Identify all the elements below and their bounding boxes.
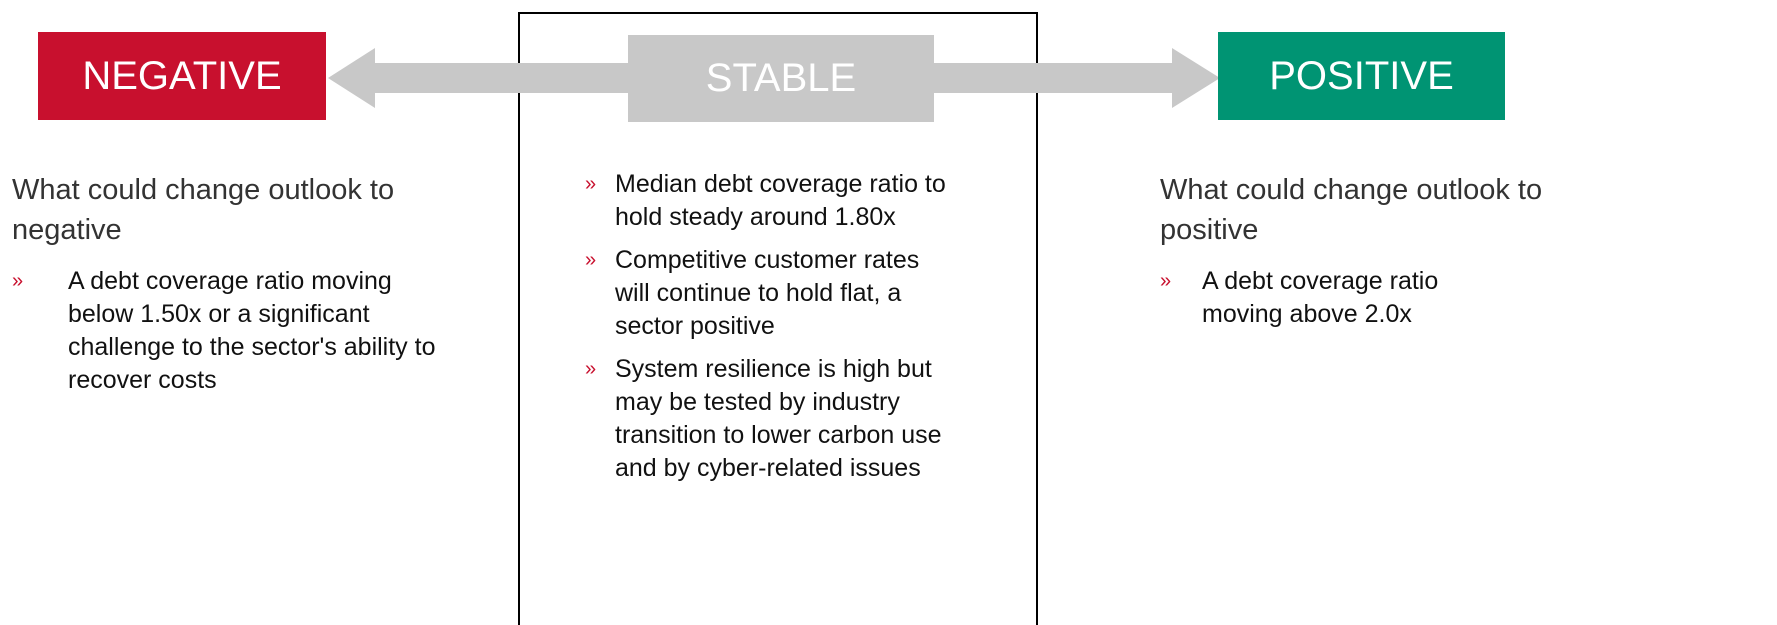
bullet-text: Competitive customer rates will continue… [615,246,920,340]
left-arrow [328,48,632,108]
bullet-text: Median debt coverage ratio to hold stead… [615,170,946,231]
bullet: » Median debt coverage ratio to hold ste… [585,168,985,234]
bullet-marker: » [12,270,24,292]
stable-label: STABLE [628,35,934,122]
bullet: » Competitive customer rates will contin… [585,244,960,343]
bullet: » A debt coverage ratio moving above 2.0… [1160,265,1502,331]
bullet-marker: » [585,249,597,271]
negative-heading: What could change outlook to negative [12,174,395,246]
bullet-text: System resilience is high but may be tes… [615,355,942,482]
positive-bullets: » A debt coverage ratio moving above 2.0… [1160,265,1520,341]
right-arrow [930,48,1220,108]
bullet: » System resilience is high but may be t… [585,353,985,485]
stable-bullets: » Median debt coverage ratio to hold ste… [585,168,1005,495]
positive-label: POSITIVE [1218,32,1505,120]
bullet-marker: » [585,173,597,195]
bullet-text: A debt coverage ratio moving above 2.0x [1202,267,1439,328]
stable-frame [518,12,1038,625]
bullet-marker: » [585,358,597,380]
negative-bullets: » A debt coverage ratio moving below 1.5… [12,265,452,407]
positive-heading: What could change outlook to positive [1160,174,1543,246]
negative-label: NEGATIVE [38,32,326,120]
bullet: » A debt coverage ratio moving below 1.5… [12,265,452,397]
bullet-marker: » [1160,270,1172,292]
bullet-text: A debt coverage ratio moving below 1.50x… [68,267,436,394]
